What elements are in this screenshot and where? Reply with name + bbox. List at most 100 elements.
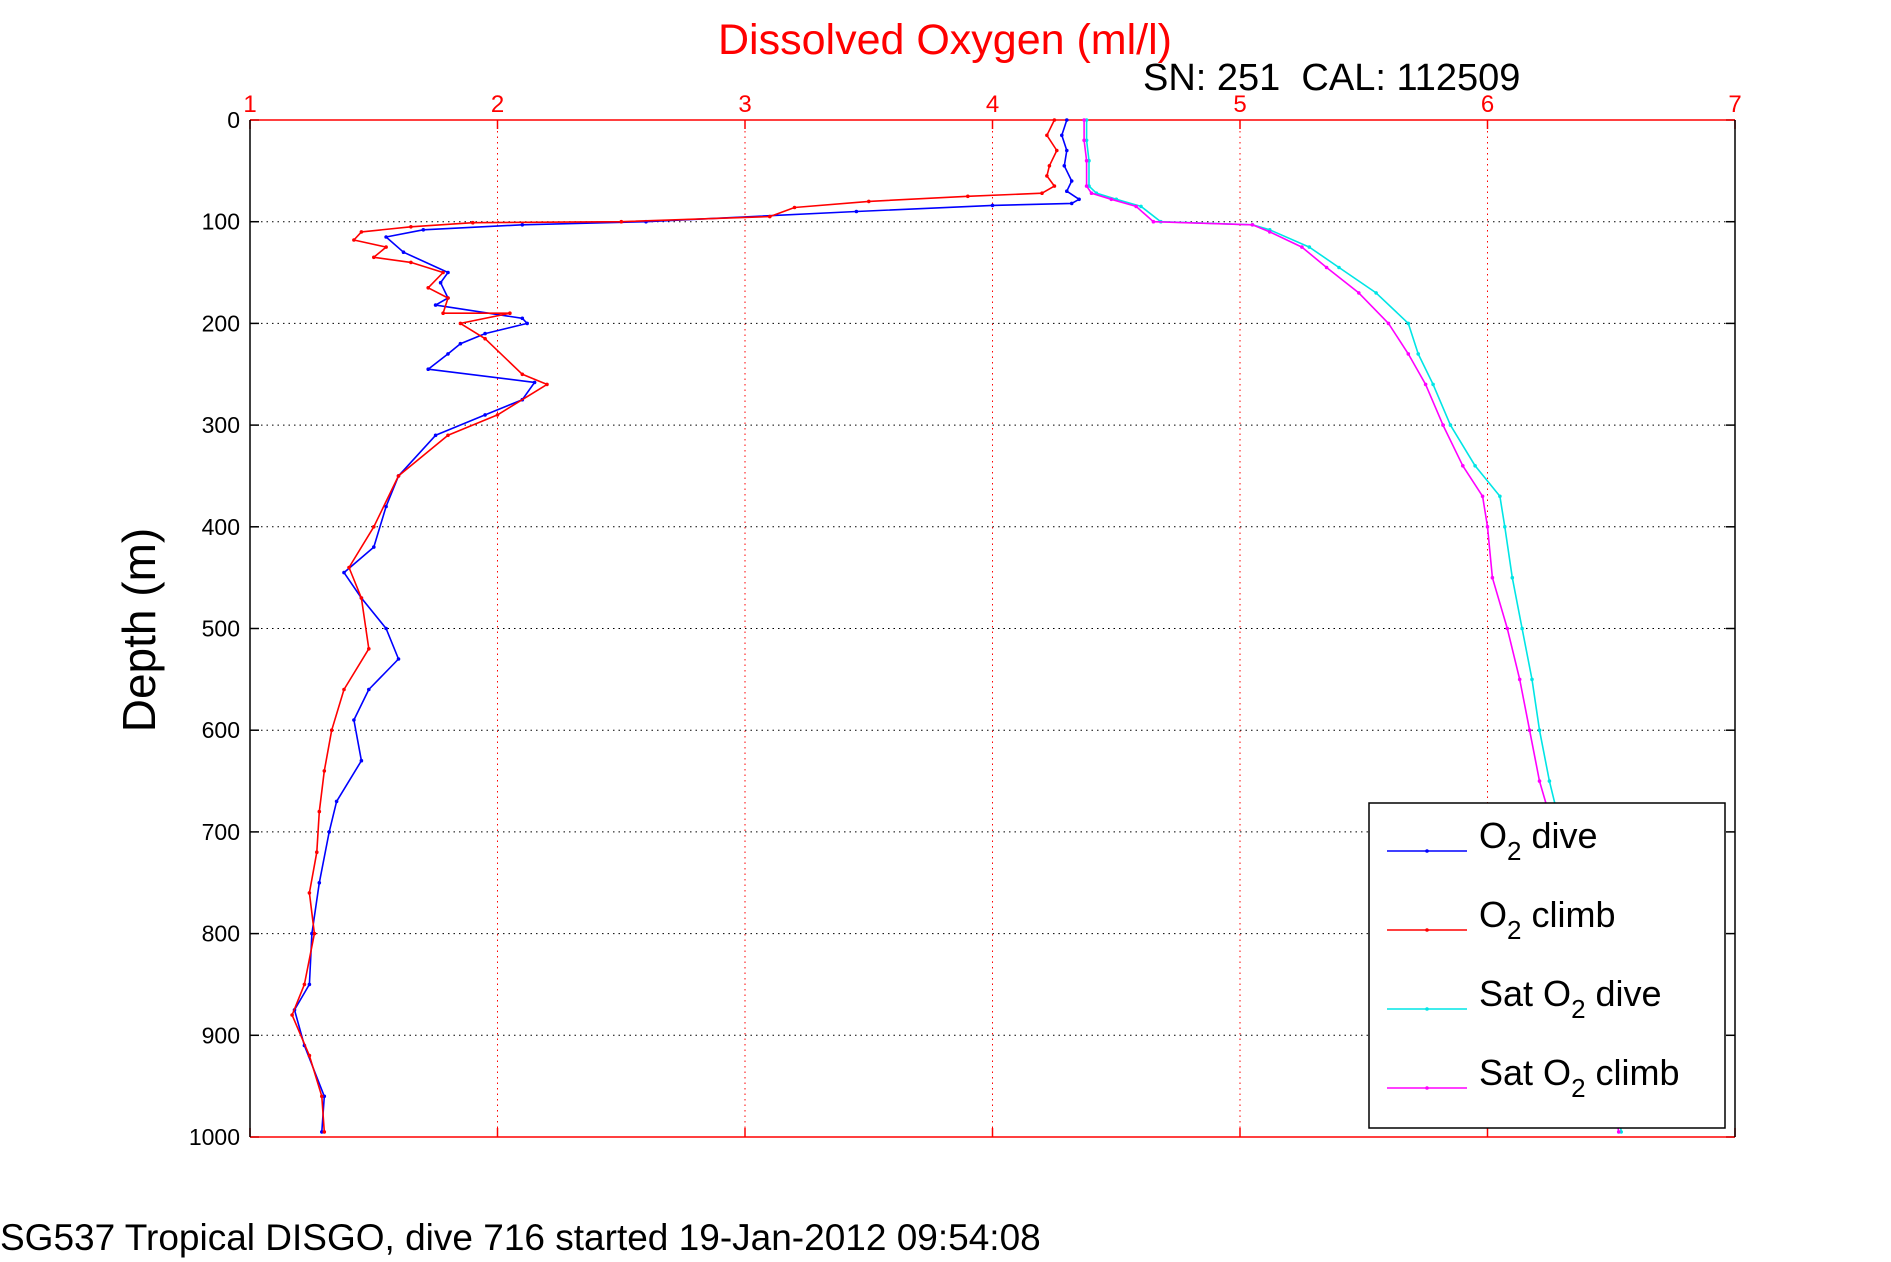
data-point xyxy=(1089,191,1094,195)
data-point xyxy=(342,570,346,575)
legend-prefix: Sat xyxy=(1479,1052,1543,1093)
data-point xyxy=(1406,352,1411,356)
series-line xyxy=(291,119,1058,1132)
data-point xyxy=(307,982,312,987)
data-point xyxy=(367,687,371,692)
data-point xyxy=(1045,133,1049,138)
x-tick-label: 2 xyxy=(491,91,504,118)
data-point xyxy=(352,718,356,722)
data-point xyxy=(458,321,463,326)
data-point xyxy=(401,250,406,254)
data-point xyxy=(329,728,334,732)
data-point xyxy=(1406,321,1411,326)
data-point xyxy=(990,203,995,208)
legend-box xyxy=(1368,802,1726,1129)
legend-label: Sat O2 dive xyxy=(1479,973,1662,1024)
data-point xyxy=(1082,138,1086,143)
data-point xyxy=(545,382,549,387)
legend-label: O2 dive xyxy=(1479,815,1598,866)
data-point xyxy=(446,270,450,275)
data-point xyxy=(1510,575,1515,580)
data-point xyxy=(1055,148,1059,153)
x-tick-label: 1 xyxy=(243,91,256,118)
data-point xyxy=(1052,118,1057,122)
data-point xyxy=(438,280,443,285)
data-point xyxy=(322,1094,327,1099)
axes: 1 2 3 4 5 6 7 0 100 200 300 400 500 600 700 800 900 1000 xyxy=(189,91,1742,1150)
data-point xyxy=(1040,191,1044,195)
data-point xyxy=(1337,265,1341,270)
data-point xyxy=(520,223,525,227)
data-point xyxy=(1461,464,1465,468)
legend-subscript: 2 xyxy=(1571,1073,1585,1103)
data-point xyxy=(409,260,413,265)
data-point xyxy=(1307,245,1312,249)
data-point xyxy=(1448,423,1453,427)
data-point xyxy=(426,286,431,290)
y-tick-label: 200 xyxy=(202,310,240,336)
data-point xyxy=(359,230,364,234)
legend-prefix: Sat xyxy=(1479,973,1543,1014)
data-point xyxy=(867,199,871,204)
data-point xyxy=(1619,1130,1623,1134)
data-point xyxy=(966,194,970,199)
footer-caption: SG537 Tropical DISGO, dive 716 started 1… xyxy=(0,1217,1041,1258)
data-point xyxy=(1503,525,1507,529)
data-point xyxy=(320,1130,324,1134)
data-point xyxy=(426,367,431,372)
data-point xyxy=(458,341,463,346)
data-point xyxy=(1374,291,1378,295)
data-point xyxy=(372,545,376,549)
data-point xyxy=(396,474,401,478)
x-tick-label: 6 xyxy=(1481,91,1494,118)
series-o2-dive xyxy=(292,118,1081,1134)
data-point xyxy=(520,372,525,377)
data-point xyxy=(342,687,346,692)
y-axis-label: Depth (m) xyxy=(113,528,165,732)
data-point xyxy=(1065,118,1069,122)
legend-marker xyxy=(1425,928,1429,932)
data-point xyxy=(446,352,450,356)
legend-marker xyxy=(1425,1086,1429,1090)
data-point xyxy=(619,219,624,224)
data-point xyxy=(441,311,445,316)
x-tick-label: 4 xyxy=(986,91,999,118)
data-point xyxy=(1084,158,1089,163)
data-point xyxy=(384,245,388,249)
data-point xyxy=(359,596,364,600)
data-point xyxy=(1109,197,1114,202)
data-point xyxy=(372,255,376,260)
chart-title: Dissolved Oxygen (ml/l) xyxy=(718,16,1172,64)
data-point xyxy=(334,799,339,804)
legend-rest: climb xyxy=(1586,1052,1680,1093)
data-point xyxy=(1069,179,1074,183)
data-point xyxy=(396,657,401,661)
data-point xyxy=(310,931,314,936)
data-point xyxy=(1490,575,1495,580)
data-point xyxy=(367,647,371,651)
data-point xyxy=(1530,677,1534,682)
data-point xyxy=(320,1094,324,1099)
data-point xyxy=(1045,174,1049,178)
data-point xyxy=(1077,197,1081,202)
data-point xyxy=(1324,265,1329,270)
data-point xyxy=(1357,291,1361,295)
data-point xyxy=(768,214,772,219)
data-point xyxy=(315,850,319,854)
data-point xyxy=(409,225,413,229)
data-point xyxy=(1537,779,1542,783)
x-tick-label: 7 xyxy=(1728,91,1741,118)
data-point xyxy=(1139,204,1143,209)
data-point xyxy=(1069,201,1074,206)
y-tick-label: 600 xyxy=(202,717,240,743)
data-point xyxy=(322,769,327,773)
data-point xyxy=(302,982,307,987)
data-point xyxy=(441,270,445,275)
data-point xyxy=(1084,118,1089,122)
data-point xyxy=(421,228,426,232)
data-point xyxy=(290,1013,294,1017)
data-point xyxy=(471,220,475,225)
x-tick-label: 5 xyxy=(1233,91,1246,118)
data-point xyxy=(532,380,537,385)
